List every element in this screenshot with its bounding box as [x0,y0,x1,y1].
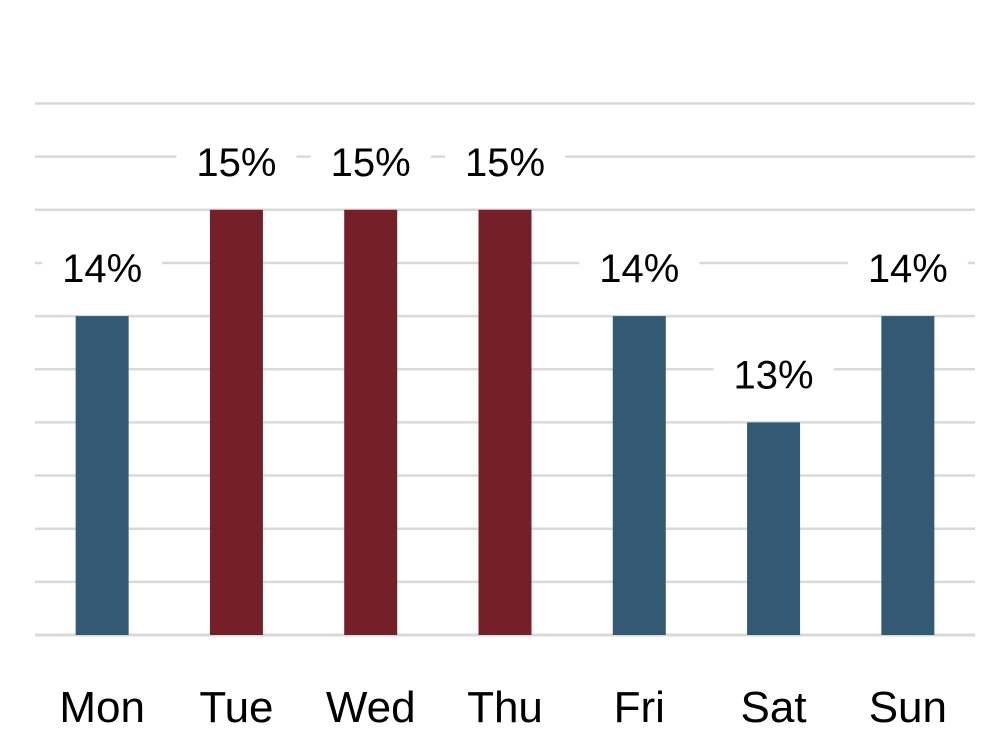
value-label-background [445,129,565,190]
value-label-background [847,236,968,297]
bar-thu [478,209,532,636]
value-label-wed: 15% [331,141,411,185]
category-label-mon: Mon [59,683,145,732]
category-label-thu: Thu [467,683,543,732]
value-label-fri: 14% [599,247,679,291]
bar-wed [344,209,398,636]
category-label-fri: Fri [614,683,665,732]
category-label-sat: Sat [741,683,807,732]
value-label-mon: 14% [62,247,142,291]
value-label-background [713,342,834,403]
bar-sat [747,422,801,635]
bar-mon [75,316,129,635]
category-labels: Mon Tue Wed Thu Fri Sat Sun [59,683,947,732]
value-label-background [310,129,431,190]
value-labels: 14% 15% 15% 15% 14% 13% 14% [42,129,968,403]
value-label-sat: 13% [734,353,814,397]
category-label-sun: Sun [869,683,947,732]
category-label-tue: Tue [199,683,273,732]
value-label-background [579,236,700,297]
bars [75,209,935,636]
bar-tue [209,209,263,636]
value-label-thu: 15% [465,141,545,185]
bar-sun [881,316,935,635]
value-label-background [42,236,163,297]
value-label-sun: 14% [868,247,948,291]
category-label-wed: Wed [326,683,416,732]
bar-fri [612,316,666,635]
value-label-background [176,129,297,190]
value-label-tue: 15% [196,141,276,185]
